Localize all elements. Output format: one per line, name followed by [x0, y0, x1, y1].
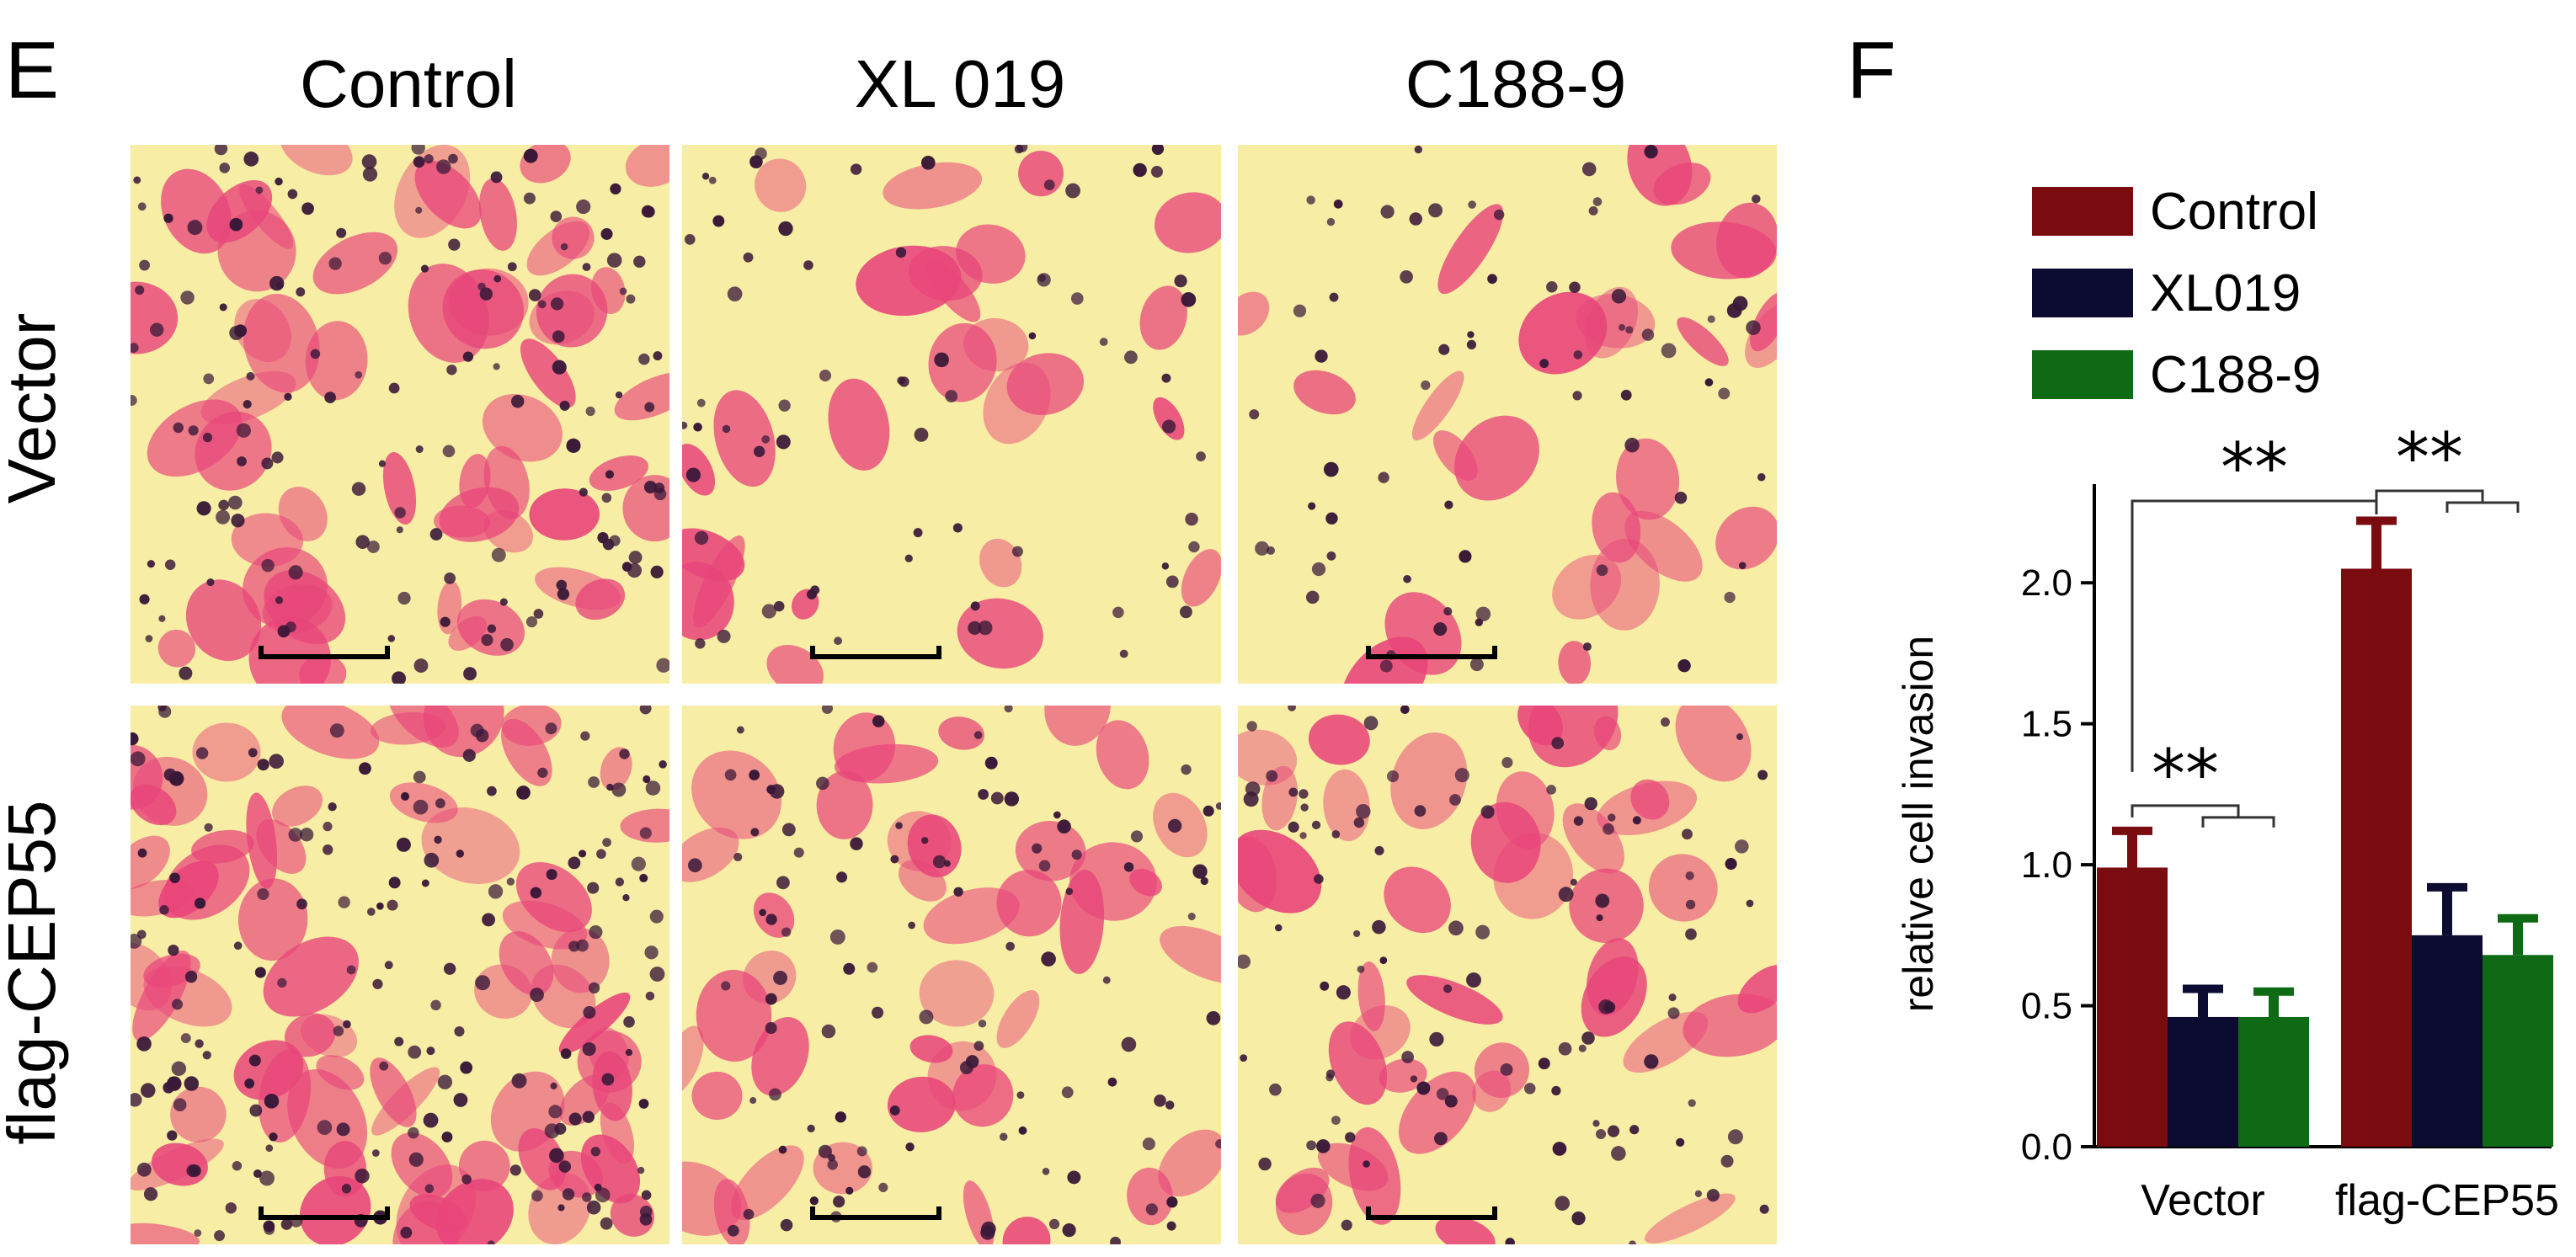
panel-e-label: E: [5, 25, 60, 115]
legend-label: C188-9: [2150, 346, 2321, 404]
micrograph-vector-xl019: [682, 145, 1221, 684]
scale-bar: [810, 1206, 941, 1220]
x-category-label: Vector: [2141, 1176, 2264, 1225]
legend-swatch-c188-9: [2032, 350, 2133, 399]
legend-label: XL019: [2150, 264, 2301, 322]
scale-bar: [259, 646, 390, 659]
y-tick-label: 1.5: [2021, 704, 2072, 745]
scale-bar: [1366, 1206, 1497, 1220]
y-tick-label: 0.5: [2021, 986, 2072, 1027]
bar-xl019-flag-cep55: [2412, 935, 2483, 1147]
significance-label: **: [2152, 735, 2219, 813]
bar-c188-9-vector: [2238, 1016, 2309, 1147]
bar-xl019-vector: [2168, 1016, 2238, 1147]
scale-bar: [1366, 646, 1497, 659]
significance-bracket: [2131, 499, 2378, 772]
column-header-control: Control: [300, 46, 517, 121]
column-header-xl019: XL 019: [854, 46, 1066, 121]
micrograph-flag-cep55-control: [131, 706, 669, 1244]
y-tick-label: 0.0: [2021, 1127, 2072, 1168]
significance-bracket: [2445, 501, 2520, 513]
panel-f-label: F: [1847, 25, 1896, 115]
scale-bar: [810, 646, 941, 659]
micrograph-vector-control: [131, 145, 669, 684]
scale-bar: [259, 1206, 390, 1220]
bar-control-flag-cep55: [2341, 568, 2412, 1147]
y-tick-label: 1.0: [2021, 844, 2072, 886]
significance-label: **: [2396, 418, 2463, 497]
y-axis-label: relative cell invasion: [1895, 636, 1942, 1012]
micrograph-flag-cep55-xl019: [682, 706, 1221, 1244]
significance-label: **: [2221, 429, 2288, 507]
significance-bracket: [2131, 804, 2240, 818]
bar-c188-9-flag-cep55: [2483, 955, 2553, 1147]
legend-swatch-control: [2032, 187, 2133, 236]
significance-bracket: [2201, 816, 2275, 828]
y-tick-label: 2.0: [2021, 562, 2072, 604]
micrograph-vector-c188-9: [1238, 145, 1777, 684]
column-header-c188-9: C188-9: [1405, 46, 1627, 121]
bar-control-vector: [2097, 867, 2168, 1147]
legend-label: Control: [2150, 183, 2318, 241]
x-category-label: flag-CEP55: [2335, 1176, 2559, 1225]
legend-swatch-xl019: [2032, 269, 2133, 317]
micrograph-flag-cep55-c188-9: [1238, 706, 1777, 1244]
significance-bracket: [2375, 489, 2484, 503]
